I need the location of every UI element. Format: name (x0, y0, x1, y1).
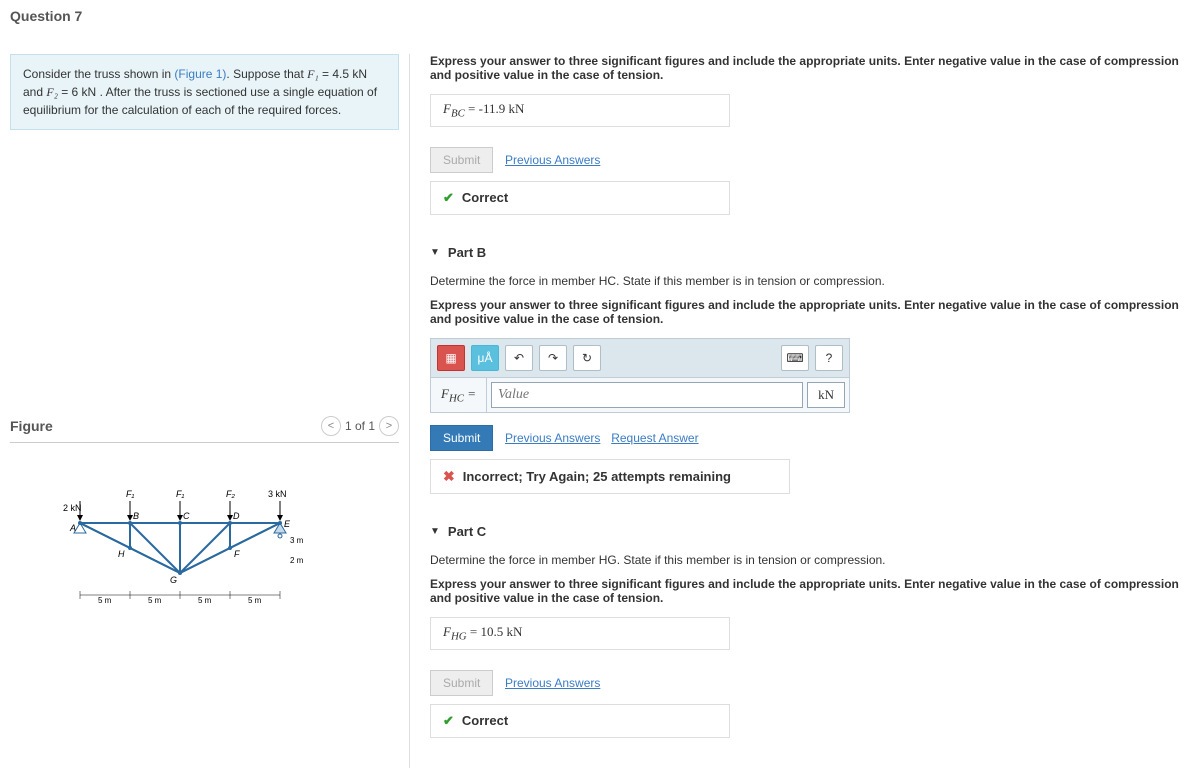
part-b-toolbar: ▦ μÅ ↶ ↷ ↻ ⌨ ? (430, 338, 850, 378)
redo-icon[interactable]: ↷ (539, 345, 567, 371)
f1-var: F₁ (307, 67, 319, 81)
part-c-submit-button: Submit (430, 670, 493, 696)
part-c-previous-answers-link[interactable]: Previous Answers (505, 676, 600, 690)
pager-text: 1 of 1 (345, 419, 375, 433)
part-c-status: ✔ Correct (430, 704, 730, 738)
reset-icon[interactable]: ↻ (573, 345, 601, 371)
f2-var: F₂ (46, 85, 58, 99)
cross-icon: ✖ (443, 468, 455, 485)
part-c-description: Determine the force in member HG. State … (430, 553, 1190, 567)
svg-text:E: E (284, 519, 291, 529)
svg-text:F₁: F₁ (176, 489, 184, 499)
part-a-instructions: Express your answer to three significant… (430, 54, 1190, 82)
figure-title: Figure (10, 418, 53, 434)
part-a-status: ✔ Correct (430, 181, 730, 215)
svg-text:F: F (234, 549, 240, 559)
caret-down-icon[interactable]: ▼ (430, 526, 440, 537)
figure-link[interactable]: (Figure 1) (174, 67, 226, 81)
part-b-previous-answers-link[interactable]: Previous Answers (505, 431, 600, 445)
part-c-title: Part C (448, 524, 486, 539)
svg-text:3 kN: 3 kN (268, 489, 287, 499)
svg-text:G: G (170, 575, 177, 585)
problem-text: Consider the truss shown in (23, 67, 174, 81)
svg-text:F₁: F₁ (126, 489, 134, 499)
undo-icon[interactable]: ↶ (505, 345, 533, 371)
symbols-icon[interactable]: μÅ (471, 345, 499, 371)
template-icon[interactable]: ▦ (437, 345, 465, 371)
part-b-submit-button[interactable]: Submit (430, 425, 493, 451)
svg-text:B: B (133, 511, 139, 521)
help-icon[interactable]: ? (815, 345, 843, 371)
part-b-status: ✖ Incorrect; Try Again; 25 attempts rema… (430, 459, 790, 494)
problem-statement: Consider the truss shown in (Figure 1). … (10, 54, 399, 130)
svg-text:C: C (183, 511, 190, 521)
part-b-value-input[interactable] (491, 382, 803, 409)
part-a-submit-button: Submit (430, 147, 493, 173)
svg-text:A: A (69, 523, 76, 533)
prev-figure-button[interactable]: < (321, 416, 341, 436)
check-icon: ✔ (443, 713, 454, 729)
svg-text:H: H (118, 549, 125, 559)
part-b-variable-label: FHC = (431, 378, 487, 413)
part-c-answer-box: FHG = 10.5 kN (430, 617, 730, 650)
part-b-description: Determine the force in member HC. State … (430, 274, 1190, 288)
svg-text:3 m: 3 m (290, 536, 304, 545)
part-b-unit-box[interactable]: kN (807, 382, 845, 409)
check-icon: ✔ (443, 190, 454, 206)
truss-figure: 2 kN F₁ F₁ F₂ 3 kN A B C D E H G F 3 m 2… (10, 483, 399, 616)
caret-down-icon[interactable]: ▼ (430, 247, 440, 258)
part-b-instructions: Express your answer to three significant… (430, 298, 1190, 326)
keyboard-icon[interactable]: ⌨ (781, 345, 809, 371)
svg-text:D: D (233, 511, 240, 521)
part-b-title: Part B (448, 245, 486, 260)
part-b-request-answer-link[interactable]: Request Answer (611, 431, 698, 445)
part-a-answer-box: FBC = -11.9 kN (430, 94, 730, 127)
question-title: Question 7 (10, 8, 1190, 24)
next-figure-button[interactable]: > (379, 416, 399, 436)
svg-text:F₂: F₂ (226, 489, 235, 499)
part-a-previous-answers-link[interactable]: Previous Answers (505, 153, 600, 167)
label-2kn: 2 kN (63, 503, 82, 513)
svg-text:2 m: 2 m (290, 556, 304, 565)
